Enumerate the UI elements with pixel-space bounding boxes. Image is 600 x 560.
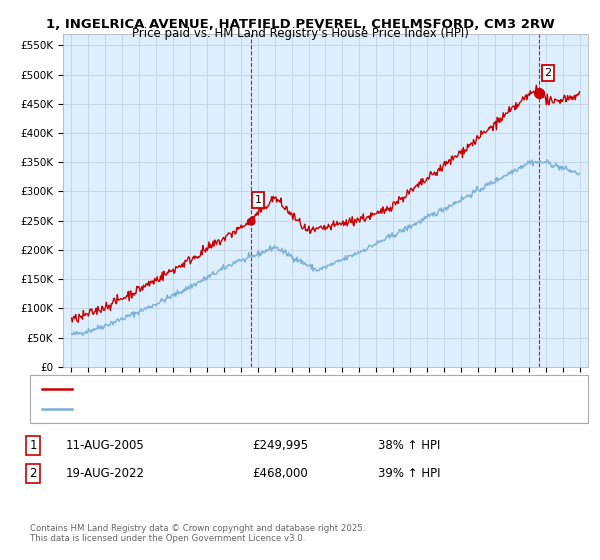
- Text: 1, INGELRICA AVENUE, HATFIELD PEVEREL, CHELMSFORD, CM3 2RW (semi-detached house): 1, INGELRICA AVENUE, HATFIELD PEVEREL, C…: [78, 384, 529, 394]
- Text: £249,995: £249,995: [252, 438, 308, 452]
- Text: 2: 2: [29, 466, 37, 480]
- Text: 1: 1: [254, 195, 262, 205]
- Text: 11-AUG-2005: 11-AUG-2005: [66, 438, 145, 452]
- Text: 2: 2: [544, 68, 551, 78]
- Text: £468,000: £468,000: [252, 466, 308, 480]
- Text: HPI: Average price, semi-detached house, Braintree: HPI: Average price, semi-detached house,…: [78, 404, 331, 414]
- Text: 1: 1: [29, 438, 37, 452]
- Text: 19-AUG-2022: 19-AUG-2022: [66, 466, 145, 480]
- Text: 39% ↑ HPI: 39% ↑ HPI: [378, 466, 440, 480]
- Text: 1, INGELRICA AVENUE, HATFIELD PEVEREL, CHELMSFORD, CM3 2RW: 1, INGELRICA AVENUE, HATFIELD PEVEREL, C…: [46, 18, 554, 31]
- Text: Price paid vs. HM Land Registry's House Price Index (HPI): Price paid vs. HM Land Registry's House …: [131, 27, 469, 40]
- Text: Contains HM Land Registry data © Crown copyright and database right 2025.
This d: Contains HM Land Registry data © Crown c…: [30, 524, 365, 543]
- Text: 38% ↑ HPI: 38% ↑ HPI: [378, 438, 440, 452]
